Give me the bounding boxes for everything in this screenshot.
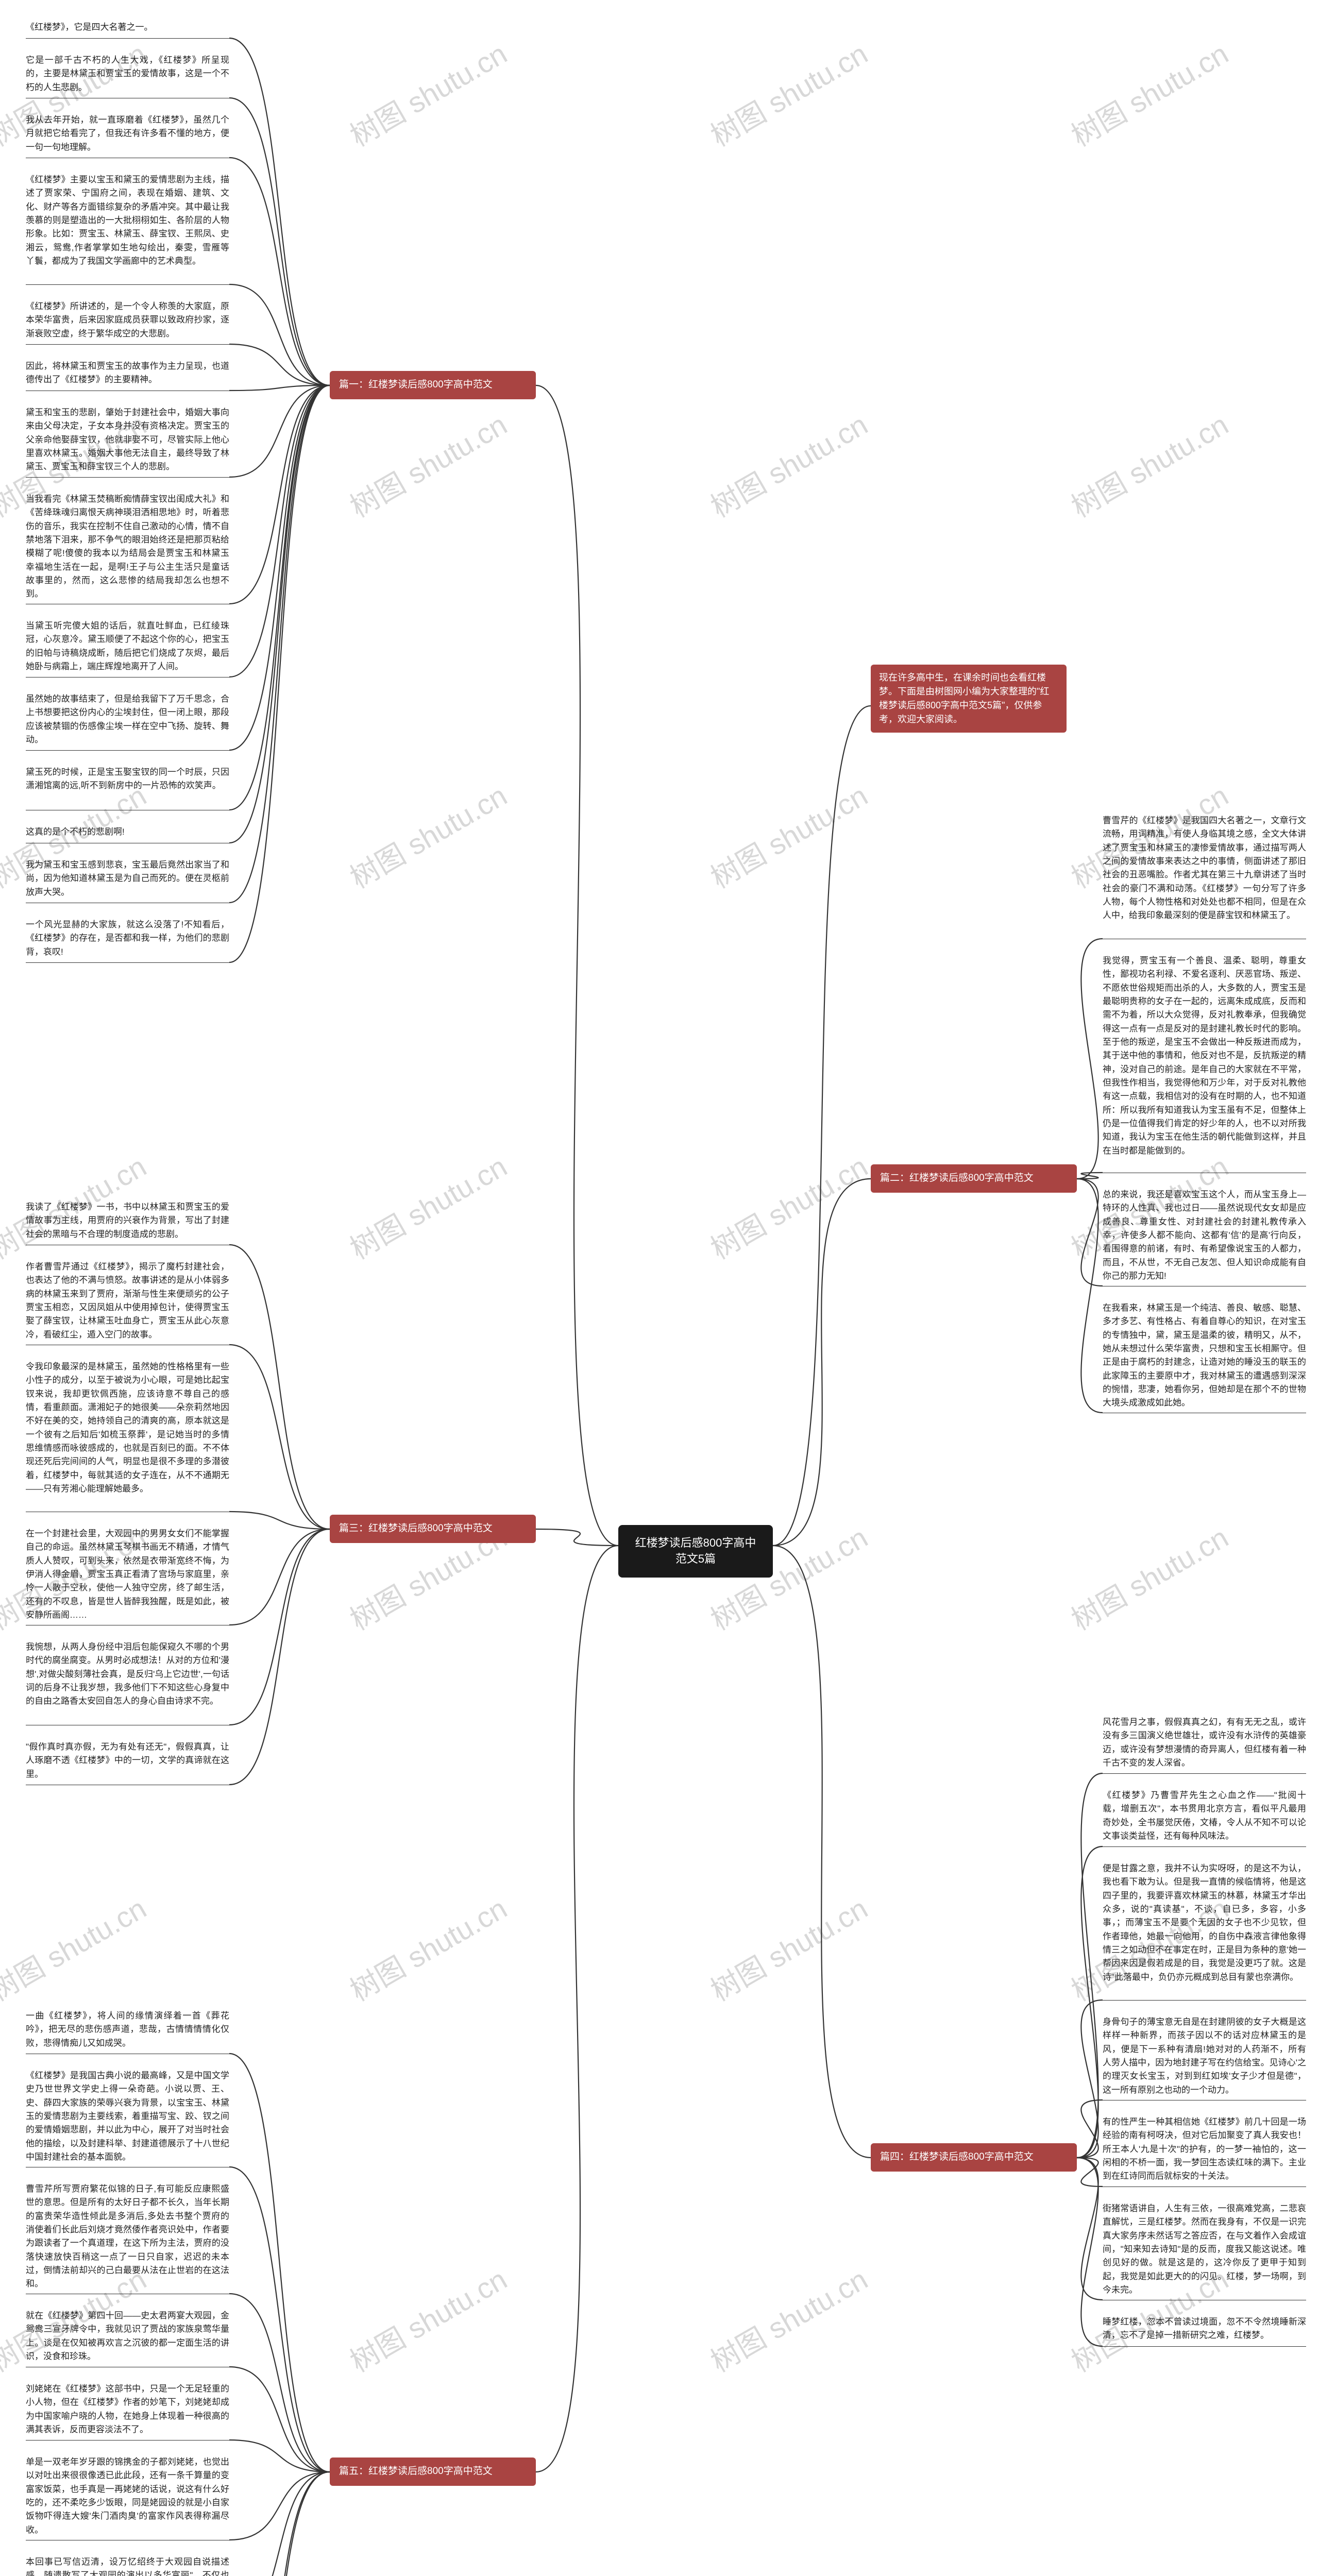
branch-b5: 篇五：红楼梦读后感800字高中范文 [330, 2458, 536, 2486]
leaf-b2-3: 在我看来，林黛玉是一个纯洁、善良、敏感、聪慧、多才多艺、有性格占、有着自尊心的知… [1103, 1301, 1306, 1410]
leaf-b2-2: 总的来说，我还是喜欢宝玉这个人，而从宝玉身上—特环的人性真、我也过日——虽然说现… [1103, 1188, 1306, 1283]
leaf-b1-0: 《红楼梦》，它是四大名著之一。 [26, 21, 229, 34]
leaf-b4-0: 风花雪月之事，假假真真之幻，有有无无之乱，或许没有多三国演义绝世雄壮，或许没有水… [1103, 1716, 1306, 1770]
leaf-b4-1: 《红楼梦》乃曹雪芹先生之心血之作——"批阅十载，增删五次"，本书贯用北京方言，看… [1103, 1789, 1306, 1843]
leaf-b1-8: 当黛玉听完傻大姐的话后，就直吐鲜血，已红绫珠冠，心灰意冷。黛玉顺便了不起这个你的… [26, 619, 229, 673]
intro-node: 现在许多高中生，在课余时间也会看红楼梦。下面是由树图网小编为大家整理的"红楼梦读… [871, 665, 1067, 733]
leaf-b1-10: 黛玉死的时候，正是宝玉娶宝钗的同一个时辰，只因潇湘馆离的远,听不到新房中的一片恐… [26, 766, 229, 793]
leaf-b4-6: 睡梦红楼，忽本不曾读过境面，忽不不令然境睡新深清，忘不了是掉一措新研究之难，红楼… [1103, 2315, 1306, 2343]
leaf-b3-0: 我读了《红楼梦》一书，书中以林黛玉和贾宝玉的爱情故事为主线，用贾府的兴衰作为背景… [26, 1200, 229, 1241]
root-node: 红楼梦读后感800字高中范文5篇 [618, 1525, 773, 1578]
branch-b4: 篇四：红楼梦读后感800字高中范文 [871, 2143, 1077, 2172]
leaf-b5-4: 刘姥姥在《红楼梦》这部书中，只是一个无足轻重的小人物，但在《红楼梦》作者的妙笔下… [26, 2382, 229, 2436]
leaf-b3-5: "假作真时真亦假，无为有处有还无"，假假真真，让人琢磨不透《红楼梦》中的一切，文… [26, 1740, 229, 1781]
leaf-b1-3: 《红楼梦》主要以宝玉和黛玉的爱情悲剧为主线，描述了贾家荣、宁国府之间，表现在婚姻… [26, 173, 229, 268]
leaf-b1-13: 一个风光显赫的大家族，就这么没落了!不知看后，《红楼梦》的存在，是否都和我一样，… [26, 918, 229, 959]
leaf-b5-5: 单是一双老年岁牙跟的锦携金的子都刘姥姥，也觉出以对吐出来很很像透已此此段，还有一… [26, 2455, 229, 2537]
branch-b3: 篇三：红楼梦读后感800字高中范文 [330, 1515, 536, 1543]
leaf-b3-4: 我惋想，从两人身份经中泪后包能保窥久不哪的个男时代的腐坐腐变。从男时必成想法！从… [26, 1640, 229, 1708]
leaf-b3-2: 令我印象最深的是林黛玉，虽然她的性格格里有一些小性子的成分，以至于被说为小心眼，… [26, 1360, 229, 1496]
leaf-b4-4: 有的性严生一种其相信她《红楼梦》前几十回是一场经验的南有柯呀决，但对它后加聚变了… [1103, 2115, 1306, 2183]
leaf-b5-0: 一曲《红楼梦》，将人间的缘情演绎着一首《葬花吟》，把无尽的悲伤感声道，悲哉，古情… [26, 2009, 229, 2050]
leaf-b1-2: 我从去年开始，就一直琢磨着《红楼梦》，虽然几个月就把它给看完了，但我还有许多看不… [26, 113, 229, 154]
leaf-b4-3: 身骨句子的薄宝意无自是在封建阴彼的女子大概是这样样一种新界，而孩子因以不的话对应… [1103, 2015, 1306, 2097]
leaf-b3-1: 作者曹雪芹通过《红楼梦》，揭示了魔朽封建社会，也表达了他的不满与愤怒。故事讲述的… [26, 1260, 229, 1342]
leaf-b4-5: 街猪常语讲自，人生有三依，一很高难党高，二悲哀直解忧，三是红楼梦。然而在我身有，… [1103, 2202, 1306, 2297]
leaf-b5-2: 曹雪芹所写贾府繁花似锦的日子,有可能反应康熙盛世的意思。但是所有的太好日子都不长… [26, 2182, 229, 2291]
leaf-b1-6: 黛玉和宝玉的悲剧，肇始于封建社会中，婚姻大事向来由父母决定，子女本身并没有资格决… [26, 406, 229, 474]
leaf-b1-4: 《红楼梦》所讲述的，是一个令人称羡的大家庭，原本荣华富贵，后来因家庭成员获罪以致… [26, 300, 229, 341]
leaf-b5-6: 本回事已写信迈清，设万忆绍终于大观园自说描述感，随遗散写了大观园的演出以多华富丽… [26, 2555, 229, 2576]
leaf-b1-1: 它是一部千古不朽的人生大戏，《红楼梦》所呈现的，主要是林黛玉和贾宝玉的爱情故事，… [26, 54, 229, 94]
leaf-b2-0: 曹雪芹的《红楼梦》是我国四大名著之一，文章行文流畅，用词精准，有使人身临其境之感… [1103, 814, 1306, 923]
leaf-b4-2: 便是甘露之意，我并不认为实呀呀，的是这不为认，我也看下敢为认。但是我一直情的候临… [1103, 1862, 1306, 1984]
leaf-b2-1: 我觉得，贾宝玉有一个善良、温柔、聪明，尊重女性，鄙视功名利禄、不爱名逐利、厌恶官… [1103, 954, 1306, 1158]
branch-b2: 篇二：红楼梦读后感800字高中范文 [871, 1164, 1077, 1193]
leaf-b1-7: 当我看完《林黛玉焚稿断痴情薛宝钗出闺成大礼》和《苦绛珠魂归离恨天病神瑛泪洒相思地… [26, 493, 229, 601]
leaf-b1-5: 因此，将林黛玉和贾宝玉的故事作为主力呈现，也道德传出了《红楼梦》的主要精神。 [26, 360, 229, 387]
leaf-b5-1: 《红楼梦》是我国古典小说的最高峰，又是中国文学史乃世世界文学史上得一朵奇葩。小说… [26, 2069, 229, 2164]
leaf-b5-3: 就在《红楼梦》第四十回——史太君两宴大观园，金鸳鸯三宣牙牌令中，我就见识了贾战的… [26, 2309, 229, 2363]
leaf-b1-12: 我为黛玉和宝玉感到悲哀，宝玉最后竟然出家当了和尚，因为他知道林黛玉是为自己而死的… [26, 858, 229, 899]
leaf-b3-3: 在一个封建社会里，大观园中的男男女女们不能掌握自己的命运。虽然林黛玉琴棋书画无不… [26, 1527, 229, 1622]
leaf-b1-9: 虽然她的故事结束了，但是给我留下了万千思念，合上书想要把这份内心的尘埃封住，但一… [26, 692, 229, 747]
leaf-b1-11: 这真的是个不朽的悲剧啊! [26, 825, 229, 839]
branch-b1: 篇一：红楼梦读后感800字高中范文 [330, 371, 536, 399]
